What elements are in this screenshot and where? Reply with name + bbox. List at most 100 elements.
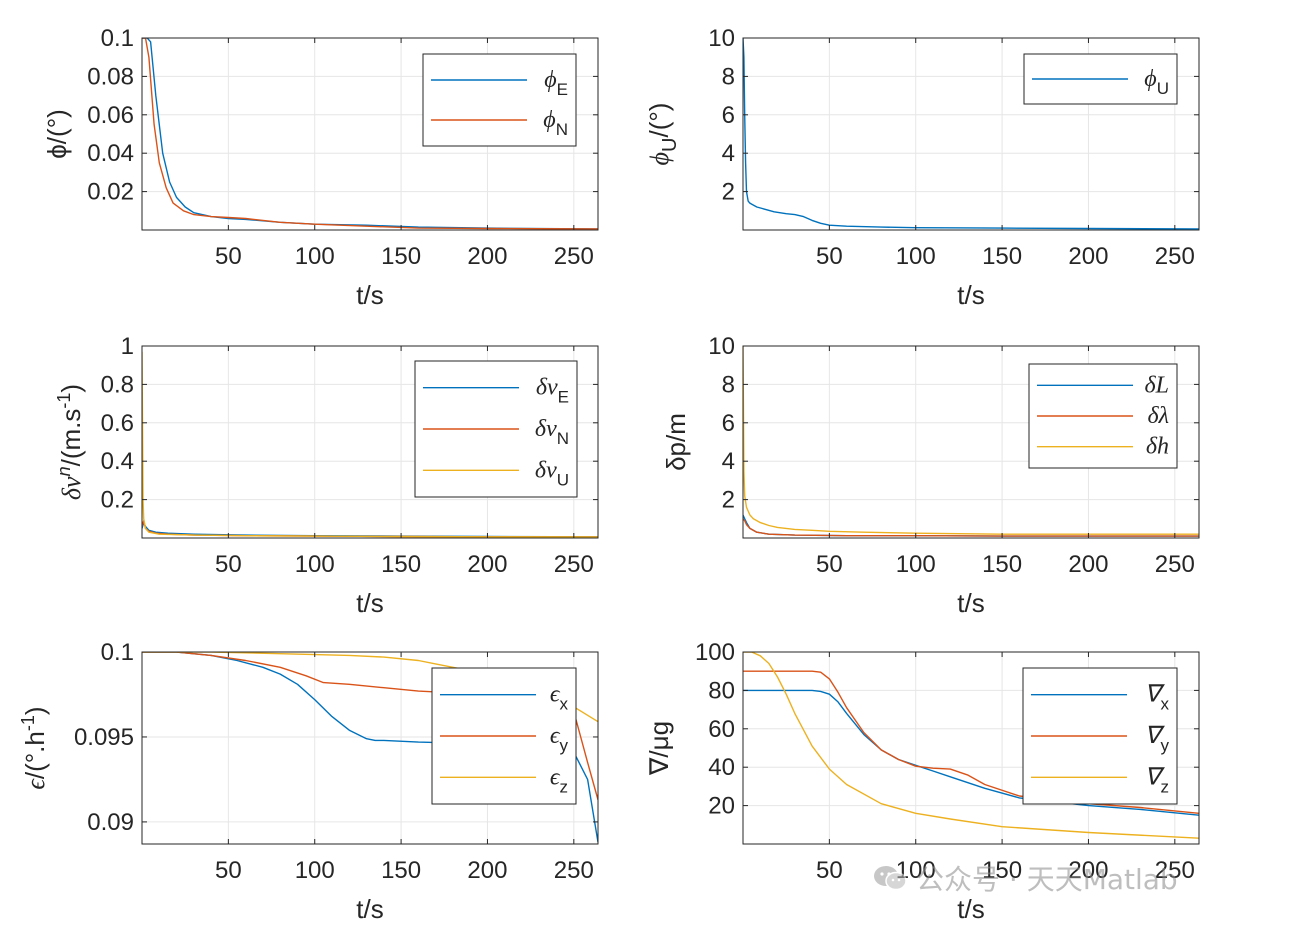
legend-label: δh (1146, 434, 1169, 460)
legend-dp: δL δλ δh (1028, 363, 1178, 469)
x-tick-label: 100 (295, 857, 335, 884)
y-tick-label: 0.095 (74, 724, 134, 751)
x-tick-label: 200 (467, 551, 507, 578)
y-tick-label: 10 (708, 333, 735, 360)
y-tick-label: 0.4 (101, 448, 134, 475)
x-tick-label: 250 (554, 551, 594, 578)
y-tick-label: 1 (121, 333, 134, 360)
series-line-phi-u-0 (743, 38, 1199, 230)
y-tick-label: 20 (708, 793, 735, 820)
x-tick-label: 50 (215, 243, 242, 270)
y-tick-label: 2 (722, 179, 735, 206)
legend-label: ϵx (550, 682, 569, 714)
series-line-dp-2 (743, 346, 1199, 535)
y-tick-label: 0.06 (87, 102, 134, 129)
y-tick-label: 4 (722, 448, 735, 475)
x-tick-label: 50 (215, 551, 242, 578)
x-tick-label: 200 (1068, 243, 1108, 270)
legend-label: ϕU (1144, 66, 1169, 98)
y-tick-label: 80 (708, 677, 735, 704)
y-tick-label: 4 (722, 140, 735, 167)
legend-box (422, 53, 577, 147)
x-tick-label: 250 (1155, 551, 1195, 578)
x-tick-label: 50 (816, 857, 843, 884)
y-axis-label: δvn/(m.s-1) (54, 384, 86, 500)
wechat-icon (874, 866, 907, 891)
y-tick-label: 8 (722, 371, 735, 398)
chart-dv: 50 100 150 200 250 0.2 0.4 0.6 0.8 1 t/s δvn/(m.s-1… (54, 333, 599, 618)
y-tick-label: 0.1 (101, 25, 134, 52)
watermark-text: 公众号 · 天天Matlab (916, 863, 1178, 896)
y-tick-label: 100 (695, 639, 735, 666)
y-tick-label: 0.09 (87, 809, 134, 836)
y-axis-label: ϕ/(°) (42, 109, 72, 159)
y-tick-label: 6 (722, 410, 735, 437)
y-tick-label: 60 (708, 716, 735, 743)
legend-dv: δvE δvN δvU (414, 360, 578, 498)
x-axis-label: t/s (356, 280, 383, 310)
y-axis-label: ϕU/(°) (644, 103, 681, 166)
y-tick-label: 40 (708, 754, 735, 781)
legend-label: ϕN (543, 107, 568, 139)
x-tick-label: 150 (982, 857, 1022, 884)
y-tick-label: 2 (722, 487, 735, 514)
legend-label: ∇z (1144, 764, 1169, 796)
legend-label: ∇x (1144, 682, 1169, 714)
x-tick-label: 150 (381, 243, 421, 270)
legend-label: ∇y (1144, 723, 1169, 755)
y-axis-label: ϵ/(°.h-1) (18, 706, 50, 789)
y-tick-label: 0.08 (87, 63, 134, 90)
y-axis-label: ∇/μg (644, 721, 674, 776)
series-line-phi-en-1 (142, 38, 598, 230)
legend-label: ϵz (550, 764, 568, 796)
chart-phi-en: 50 100 150 200 250 0.02 0.04 0.06 0.08 0.1 t/s ϕ/(°… (42, 25, 599, 310)
y-tick-label: 0.6 (101, 410, 134, 437)
x-tick-label: 100 (295, 551, 335, 578)
x-tick-label: 150 (982, 243, 1022, 270)
y-tick-label: 0.04 (87, 140, 134, 167)
x-axis-label: t/s (957, 588, 984, 618)
x-axis-label: t/s (957, 280, 984, 310)
legend-eps: ϵx ϵy ϵz (431, 667, 577, 805)
x-tick-label: 250 (1155, 243, 1195, 270)
x-axis-label: t/s (356, 894, 383, 924)
y-tick-label: 10 (708, 25, 735, 52)
axes-box (141, 651, 599, 845)
x-tick-label: 250 (554, 243, 594, 270)
x-tick-label: 200 (467, 243, 507, 270)
x-tick-label: 200 (1068, 857, 1108, 884)
x-tick-label: 100 (896, 243, 936, 270)
x-tick-label: 200 (1068, 551, 1108, 578)
chart-dp: 50 100 150 200 250 2 4 6 8 10 t/s δp/m δL δλ δh (661, 333, 1200, 618)
chart-phi-u: 50 100 150 200 250 2 4 6 8 10 t/s ϕU/(°) ϕU (644, 25, 1200, 310)
x-tick-label: 100 (896, 551, 936, 578)
x-tick-label: 150 (982, 551, 1022, 578)
y-tick-label: 0.8 (101, 371, 134, 398)
legend-label: ϵy (550, 723, 569, 755)
series-line-grad-2 (743, 652, 1199, 839)
x-tick-label: 50 (816, 243, 843, 270)
y-tick-label: 0.1 (101, 639, 134, 666)
watermark: 公众号 · 天天Matlab (872, 858, 1178, 898)
x-tick-label: 150 (381, 857, 421, 884)
legend-phi-u: ϕU (1023, 53, 1178, 105)
y-axis-label: δp/m (661, 413, 691, 471)
series-line-dp-1 (743, 518, 1199, 537)
x-tick-label: 50 (816, 551, 843, 578)
y-tick-label: 6 (722, 102, 735, 129)
y-tick-label: 8 (722, 63, 735, 90)
legend-grad: ∇x ∇y ∇z (1022, 667, 1178, 805)
legend-label: δvE (536, 375, 569, 407)
legend-label: ϕE (544, 67, 568, 99)
y-tick-label: 0.2 (101, 487, 134, 514)
x-tick-label: 150 (381, 551, 421, 578)
axes-box (141, 37, 599, 231)
legend-phi-en: ϕE ϕN (422, 53, 577, 147)
x-tick-label: 200 (467, 857, 507, 884)
x-tick-label: 50 (215, 857, 242, 884)
y-tick-label: 0.02 (87, 179, 134, 206)
legend-label: δvU (535, 457, 569, 489)
axes-box (141, 345, 599, 539)
